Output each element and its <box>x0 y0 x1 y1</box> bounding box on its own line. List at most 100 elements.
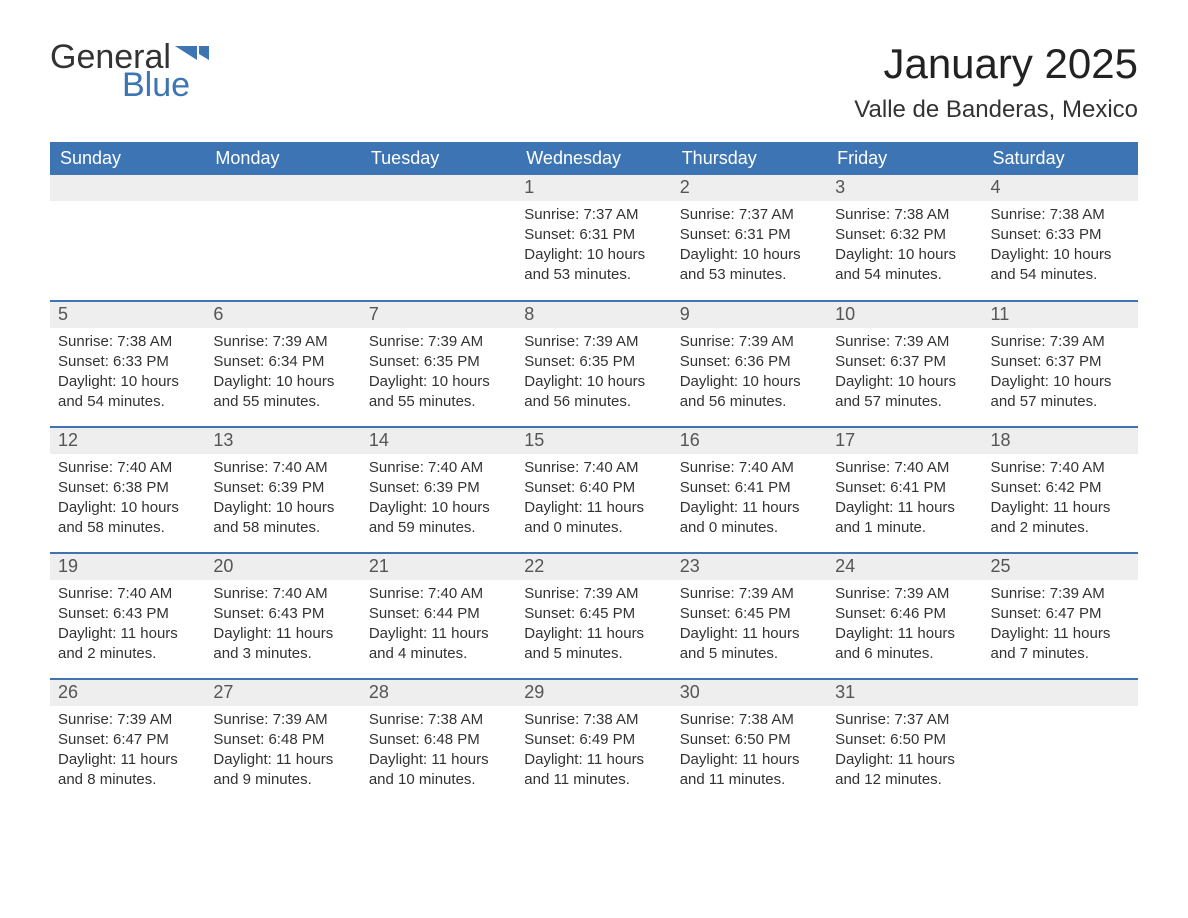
sunrise-line: Sunrise: 7:40 AM <box>369 584 508 604</box>
sunrise-line: Sunrise: 7:39 AM <box>835 332 974 352</box>
sunrise-value: 7:39 AM <box>894 585 949 602</box>
calendar-cell: 27Sunrise: 7:39 AMSunset: 6:48 PMDayligh… <box>205 679 360 805</box>
sunset-value: 6:32 PM <box>890 226 946 243</box>
day-body: Sunrise: 7:40 AMSunset: 6:43 PMDaylight:… <box>50 580 205 673</box>
day-number: 23 <box>672 554 827 580</box>
calendar-cell: 3Sunrise: 7:38 AMSunset: 6:32 PMDaylight… <box>827 175 982 301</box>
sunset-value: 6:43 PM <box>268 605 324 622</box>
sunrise-line: Sunrise: 7:39 AM <box>58 710 197 730</box>
sunrise-label: Sunrise: <box>991 459 1050 476</box>
sunset-line: Sunset: 6:36 PM <box>680 352 819 372</box>
calendar-cell: 29Sunrise: 7:38 AMSunset: 6:49 PMDayligh… <box>516 679 671 805</box>
day-number: 25 <box>983 554 1138 580</box>
sunset-line: Sunset: 6:50 PM <box>680 730 819 750</box>
sunrise-line: Sunrise: 7:37 AM <box>524 205 663 225</box>
sunrise-label: Sunrise: <box>524 711 583 728</box>
sunset-value: 6:45 PM <box>735 605 791 622</box>
day-number: 14 <box>361 428 516 454</box>
sunset-label: Sunset: <box>58 479 113 496</box>
sunrise-value: 7:39 AM <box>1050 585 1105 602</box>
sunset-line: Sunset: 6:46 PM <box>835 604 974 624</box>
day-body: Sunrise: 7:37 AMSunset: 6:31 PMDaylight:… <box>516 201 671 294</box>
sunset-line: Sunset: 6:31 PM <box>680 225 819 245</box>
sunrise-label: Sunrise: <box>680 333 739 350</box>
sunrise-line: Sunrise: 7:37 AM <box>835 710 974 730</box>
sunrise-line: Sunrise: 7:38 AM <box>58 332 197 352</box>
sunset-value: 6:39 PM <box>268 479 324 496</box>
day-header-row: Sunday Monday Tuesday Wednesday Thursday… <box>50 142 1138 175</box>
sunrise-value: 7:39 AM <box>117 711 172 728</box>
sunset-value: 6:31 PM <box>735 226 791 243</box>
day-number: 27 <box>205 680 360 706</box>
sunset-value: 6:46 PM <box>890 605 946 622</box>
daylight-line: Daylight: 11 hours and 7 minutes. <box>991 624 1130 665</box>
day-body: Sunrise: 7:40 AMSunset: 6:43 PMDaylight:… <box>205 580 360 673</box>
sunrise-value: 7:40 AM <box>428 585 483 602</box>
calendar-cell: 4Sunrise: 7:38 AMSunset: 6:33 PMDaylight… <box>983 175 1138 301</box>
daylight-label: Daylight: <box>58 625 121 642</box>
day-header: Wednesday <box>516 142 671 175</box>
day-header: Friday <box>827 142 982 175</box>
calendar-cell: 14Sunrise: 7:40 AMSunset: 6:39 PMDayligh… <box>361 427 516 553</box>
calendar-cell: 19Sunrise: 7:40 AMSunset: 6:43 PMDayligh… <box>50 553 205 679</box>
day-body-empty <box>361 201 516 281</box>
sunset-value: 6:45 PM <box>579 605 635 622</box>
sunset-label: Sunset: <box>213 731 268 748</box>
daylight-line: Daylight: 10 hours and 55 minutes. <box>369 372 508 413</box>
day-number-empty <box>50 175 205 201</box>
sunset-line: Sunset: 6:35 PM <box>524 352 663 372</box>
daylight-label: Daylight: <box>58 751 121 768</box>
daylight-label: Daylight: <box>369 499 432 516</box>
sunrise-line: Sunrise: 7:39 AM <box>680 332 819 352</box>
daylight-line: Daylight: 10 hours and 55 minutes. <box>213 372 352 413</box>
sunrise-label: Sunrise: <box>680 206 739 223</box>
sunset-line: Sunset: 6:40 PM <box>524 478 663 498</box>
sunrise-value: 7:38 AM <box>428 711 483 728</box>
sunrise-label: Sunrise: <box>524 206 583 223</box>
sunrise-line: Sunrise: 7:39 AM <box>213 710 352 730</box>
day-body: Sunrise: 7:39 AMSunset: 6:37 PMDaylight:… <box>827 328 982 421</box>
sunset-line: Sunset: 6:41 PM <box>680 478 819 498</box>
calendar-week: 12Sunrise: 7:40 AMSunset: 6:38 PMDayligh… <box>50 427 1138 553</box>
day-body: Sunrise: 7:39 AMSunset: 6:35 PMDaylight:… <box>516 328 671 421</box>
sunrise-line: Sunrise: 7:39 AM <box>524 584 663 604</box>
sunset-line: Sunset: 6:38 PM <box>58 478 197 498</box>
calendar-cell: 28Sunrise: 7:38 AMSunset: 6:48 PMDayligh… <box>361 679 516 805</box>
daylight-line: Daylight: 10 hours and 57 minutes. <box>991 372 1130 413</box>
sunrise-value: 7:39 AM <box>428 333 483 350</box>
daylight-label: Daylight: <box>835 246 898 263</box>
daylight-label: Daylight: <box>991 246 1054 263</box>
daylight-line: Daylight: 10 hours and 54 minutes. <box>991 245 1130 286</box>
sunrise-label: Sunrise: <box>835 333 894 350</box>
calendar-cell: 23Sunrise: 7:39 AMSunset: 6:45 PMDayligh… <box>672 553 827 679</box>
sunrise-label: Sunrise: <box>213 333 272 350</box>
sunset-line: Sunset: 6:37 PM <box>835 352 974 372</box>
sunset-line: Sunset: 6:45 PM <box>524 604 663 624</box>
sunrise-label: Sunrise: <box>835 711 894 728</box>
sunset-value: 6:37 PM <box>890 353 946 370</box>
sunset-label: Sunset: <box>524 353 579 370</box>
day-body: Sunrise: 7:38 AMSunset: 6:50 PMDaylight:… <box>672 706 827 799</box>
day-body: Sunrise: 7:39 AMSunset: 6:47 PMDaylight:… <box>983 580 1138 673</box>
calendar-cell: 1Sunrise: 7:37 AMSunset: 6:31 PMDaylight… <box>516 175 671 301</box>
day-number-empty <box>983 680 1138 706</box>
daylight-label: Daylight: <box>680 373 743 390</box>
sunrise-value: 7:40 AM <box>1050 459 1105 476</box>
daylight-label: Daylight: <box>680 751 743 768</box>
sunset-line: Sunset: 6:34 PM <box>213 352 352 372</box>
daylight-label: Daylight: <box>369 625 432 642</box>
daylight-label: Daylight: <box>835 751 898 768</box>
sunrise-line: Sunrise: 7:39 AM <box>213 332 352 352</box>
sunrise-value: 7:38 AM <box>1050 206 1105 223</box>
daylight-label: Daylight: <box>680 246 743 263</box>
sunset-value: 6:33 PM <box>1046 226 1102 243</box>
sunset-label: Sunset: <box>835 226 890 243</box>
sunrise-line: Sunrise: 7:40 AM <box>680 458 819 478</box>
sunset-label: Sunset: <box>369 605 424 622</box>
daylight-line: Daylight: 10 hours and 56 minutes. <box>524 372 663 413</box>
sunrise-label: Sunrise: <box>58 711 117 728</box>
sunrise-line: Sunrise: 7:37 AM <box>680 205 819 225</box>
calendar-cell: 26Sunrise: 7:39 AMSunset: 6:47 PMDayligh… <box>50 679 205 805</box>
day-body: Sunrise: 7:39 AMSunset: 6:34 PMDaylight:… <box>205 328 360 421</box>
calendar-cell: 21Sunrise: 7:40 AMSunset: 6:44 PMDayligh… <box>361 553 516 679</box>
